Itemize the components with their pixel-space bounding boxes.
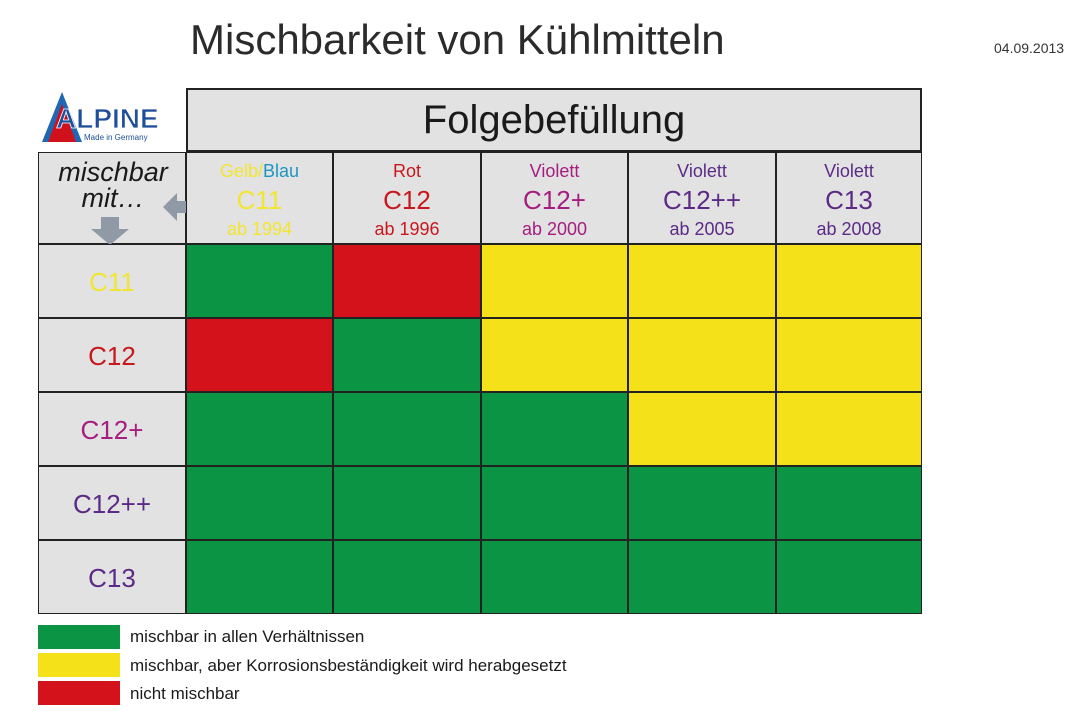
matrix-cell-red	[333, 244, 481, 318]
matrix-cell-yellow	[628, 318, 776, 392]
column-since: ab 2008	[816, 219, 882, 239]
column-header-0: Gelb/Blau C11 ab 1994	[186, 152, 333, 244]
column-color-name: Violett	[482, 161, 627, 182]
column-code: C12	[383, 185, 431, 215]
column-color-name: Rot	[334, 161, 480, 182]
arrow-left-icon	[163, 193, 187, 221]
column-color-name-a: Violett	[824, 161, 874, 181]
column-color-name-a: Gelb/	[219, 161, 263, 181]
legend-label-green: mischbar in allen Verhältnissen	[130, 627, 365, 646]
column-code: C12++	[662, 185, 742, 215]
matrix-cell-green	[333, 540, 481, 614]
column-header-1: Rot C12 ab 1996	[333, 152, 481, 244]
matrix-cell-green	[628, 540, 776, 614]
row-header-0: C11	[38, 244, 186, 318]
logo-sub: Made in Germany	[84, 133, 148, 142]
column-code: C12+	[523, 185, 586, 215]
matrix-cell-green	[628, 466, 776, 540]
row-header-2: C12+	[38, 392, 186, 466]
column-since: ab 1996	[374, 219, 440, 239]
matrix-cell-green	[186, 466, 333, 540]
matrix-cell-yellow	[776, 392, 922, 466]
corner-label-line2: mit…	[81, 183, 145, 213]
column-since: ab 1994	[226, 219, 293, 239]
legend-label-red: nicht mischbar	[130, 684, 240, 703]
column-code: C13	[825, 185, 873, 215]
matrix-cell-green	[481, 466, 628, 540]
matrix-cell-green	[776, 466, 922, 540]
column-color-name: Gelb/Blau	[187, 161, 332, 182]
date-label: 04.09.2013	[994, 40, 1065, 56]
legend-swatch-green	[38, 625, 120, 649]
legend-swatch-red	[38, 681, 120, 705]
matrix-cell-yellow	[628, 392, 776, 466]
matrix-cell-green	[481, 392, 628, 466]
alpine-logo: ALPINE Made in Germany	[42, 92, 159, 142]
column-color-name-b: Blau	[263, 161, 300, 181]
legend-swatch-yellow	[38, 653, 120, 677]
matrix-cell-green	[186, 392, 333, 466]
row-header-1: C12	[38, 318, 186, 392]
arrow-down-icon	[91, 217, 129, 245]
matrix-cell-green	[333, 392, 481, 466]
column-code: C11	[236, 185, 283, 215]
matrix-cell-yellow	[776, 318, 922, 392]
matrix-cell-green	[481, 540, 628, 614]
column-header-3: Violett C12++ ab 2005	[628, 152, 776, 244]
matrix-cell-green	[186, 540, 333, 614]
logo-text: ALPINE	[56, 103, 159, 134]
column-group-title: Folgebefüllung	[422, 98, 686, 142]
corner-label: mischbar mit…	[53, 157, 173, 213]
column-since: ab 2000	[521, 219, 588, 239]
matrix-cell-green	[776, 540, 922, 614]
column-color-name-a: Violett	[677, 161, 727, 181]
matrix-cell-red	[186, 318, 333, 392]
matrix-cell-green	[333, 318, 481, 392]
matrix-cell-yellow	[628, 244, 776, 318]
matrix-cell-yellow	[481, 244, 628, 318]
column-color-name-a: Violett	[529, 161, 580, 181]
legend-label-yellow: mischbar, aber Korrosionsbeständigkeit w…	[130, 656, 567, 675]
matrix-cell-yellow	[776, 244, 922, 318]
matrix-cell-yellow	[481, 318, 628, 392]
matrix-cell-green	[333, 466, 481, 540]
corner-cell: mischbar mit…	[38, 152, 187, 245]
column-since: ab 2005	[669, 219, 735, 239]
column-color-name-a: Rot	[392, 161, 421, 181]
row-header-4: C13	[38, 540, 186, 614]
column-color-name: Violett	[777, 161, 921, 182]
page-title: Mischbarkeit von Kühlmitteln	[190, 16, 725, 63]
column-group-header: Folgebefüllung	[186, 88, 922, 152]
corner-label-line1: mischbar	[58, 157, 168, 187]
column-color-name: Violett	[629, 161, 775, 182]
row-header-3: C12++	[38, 466, 186, 540]
matrix-cell-green	[186, 244, 333, 318]
column-header-2: Violett C12+ ab 2000	[481, 152, 628, 244]
column-header-4: Violett C13 ab 2008	[776, 152, 922, 244]
